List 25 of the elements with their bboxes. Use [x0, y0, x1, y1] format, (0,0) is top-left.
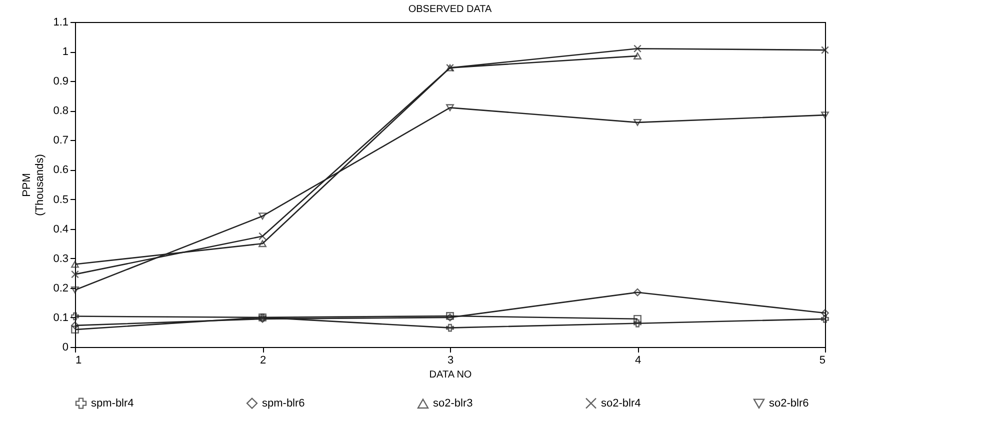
legend-label: spm-blr4: [91, 397, 134, 410]
y-tick-label: 0.4: [53, 223, 68, 236]
y-tick-label: 0.8: [53, 105, 68, 118]
legend-label: so2-blr6: [769, 398, 809, 410]
y-tick-label: 1.1: [53, 16, 68, 28]
x-tick-label: 5: [819, 354, 826, 366]
x-tick-label: 2: [260, 354, 266, 366]
y-tick-label: 0.2: [53, 282, 68, 294]
x-tick-label: 4: [634, 354, 642, 366]
legend-label: so2-blr4: [601, 397, 641, 410]
y-tick-label: 0.5: [53, 194, 68, 206]
x-tick-label: 1: [76, 354, 82, 366]
y-tick-label: 0.3: [53, 252, 68, 265]
y-tick-label: 0: [62, 342, 68, 354]
y-tick-label: 0.9: [53, 76, 68, 88]
legend-label: so2-blr3: [433, 398, 473, 410]
legend-label: spm-blr6: [262, 397, 305, 410]
chart-title: OBSERVED DATA: [408, 4, 492, 15]
y-tick-label: 0.7: [53, 134, 68, 147]
y-tick-label: 0.6: [53, 164, 68, 176]
y-tick-label: 0.1: [53, 312, 68, 324]
y-axis-title: PPM (Thousands): [21, 154, 46, 216]
y-tick-label: 1: [62, 46, 68, 58]
x-axis-title: DATA NO: [429, 370, 472, 380]
x-tick-label: 3: [447, 354, 454, 366]
